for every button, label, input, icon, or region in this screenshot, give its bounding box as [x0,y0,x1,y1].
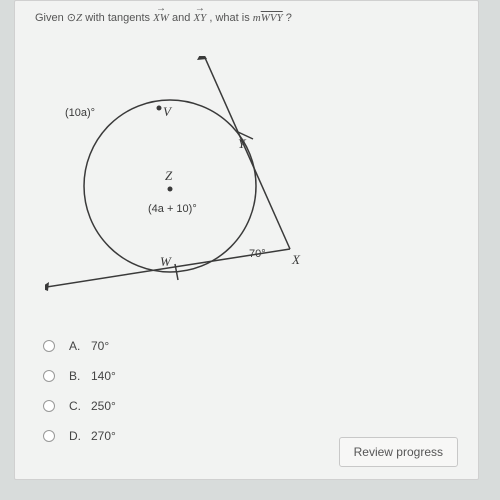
tangent-2: XY [193,12,206,24]
choice-text: 250° [91,399,116,413]
choice-text: 270° [91,429,116,443]
q-mid3: , what is [209,12,252,24]
tangent-line-y [202,56,290,249]
choice-key: A. [69,339,91,353]
center-dot [168,187,173,192]
choice-key: D. [69,429,91,443]
q-prefix: Given ⊙ [35,12,76,24]
arc-m: m [253,12,261,24]
radio-icon[interactable] [43,400,55,412]
q-mid1: with tangents [82,12,153,24]
arrow-head-w [45,282,49,291]
radio-icon[interactable] [43,340,55,352]
q-and: and [172,12,193,24]
radio-icon[interactable] [43,370,55,382]
label-z: Z [165,168,173,183]
label-10a: (10a)° [65,107,95,119]
choice-text: 140° [91,369,116,383]
choice-b[interactable]: B. 140° [43,361,116,391]
label-v: V [163,104,173,119]
choice-d[interactable]: D. 270° [43,421,116,451]
label-x: X [291,252,301,267]
label-w: W [160,254,172,269]
tangent-1: XW [153,12,169,24]
point-v-dot [157,106,162,111]
answer-choices: A. 70° B. 140° C. 250° D. 270° [43,331,116,451]
circle-z [84,100,256,272]
q-suffix: ? [286,12,292,24]
choice-a[interactable]: A. 70° [43,331,116,361]
geometry-diagram: Z V (10a)° (4a + 10)° 70° W Y X [45,56,345,316]
label-70: 70° [249,248,266,260]
radio-icon[interactable] [43,430,55,442]
diagram-svg: Z V (10a)° (4a + 10)° 70° W Y X [45,56,345,316]
choice-c[interactable]: C. 250° [43,391,116,421]
worksheet-panel: Given ⊙Z with tangents XW and XY , what … [14,0,479,480]
question-text: Given ⊙Z with tangents XW and XY , what … [35,11,292,24]
choice-key: C. [69,399,91,413]
label-4a10: (4a + 10)° [148,203,197,215]
choice-text: 70° [91,339,109,353]
choice-key: B. [69,369,91,383]
arc-name: WVY [261,12,283,24]
review-progress-button[interactable]: Review progress [339,437,458,467]
